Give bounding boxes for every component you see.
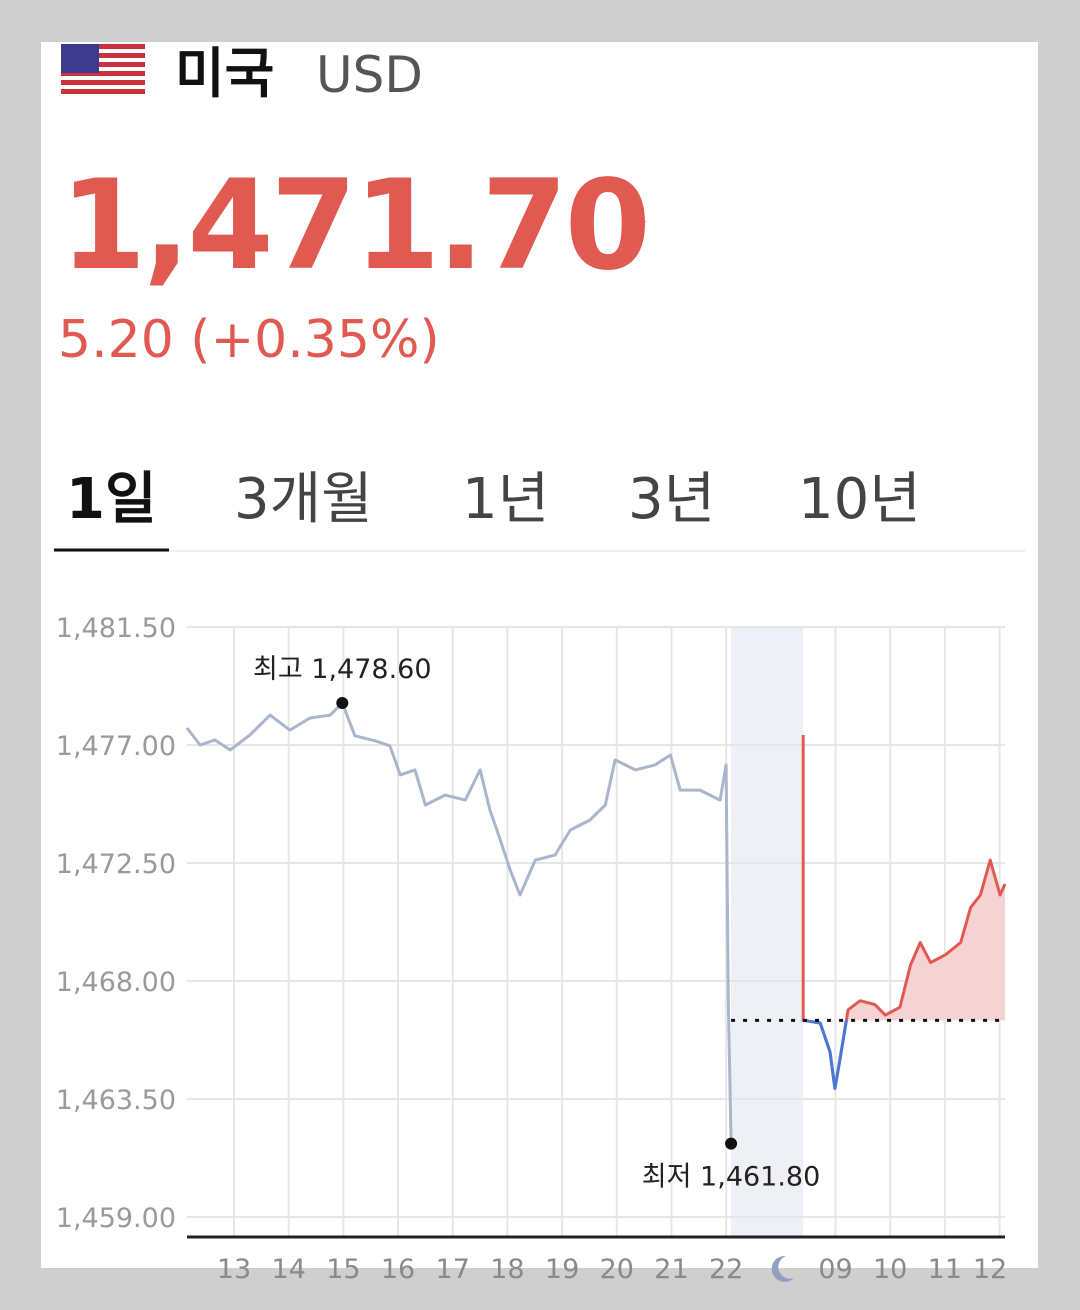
- x-tick-label: 10: [873, 1254, 907, 1285]
- x-tick-label: 15: [326, 1254, 360, 1285]
- tab[interactable]: 3년: [628, 467, 715, 532]
- x-tick-label: 19: [545, 1254, 579, 1285]
- up-arrow: [622, 208, 646, 222]
- y-tick-label: 1,468.00: [56, 967, 176, 998]
- us-flag: [61, 44, 145, 98]
- x-tick-label: 21: [654, 1254, 688, 1285]
- x-tick-label: 09: [818, 1254, 852, 1285]
- annotation-dot: [725, 1137, 738, 1150]
- night-icon: [771, 1255, 794, 1282]
- y-tick-label: 1,459.00: [56, 1203, 176, 1234]
- y-tick-label: 1,477.00: [56, 731, 176, 762]
- line: [185, 701, 733, 1144]
- tab[interactable]: 10년: [798, 467, 921, 532]
- annotation: 최고 1,478.60: [253, 654, 432, 685]
- country: 미국: [175, 42, 274, 105]
- currency: USD: [316, 46, 423, 104]
- annotation-dot: [336, 697, 349, 710]
- closed-band: [731, 627, 804, 1237]
- x-tick-label: 22: [709, 1254, 743, 1285]
- line-below: [801, 1020, 848, 1090]
- x-tick-label: 17: [436, 1254, 470, 1285]
- y-tick-label: 1,472.50: [56, 849, 176, 880]
- x-tick-label: 12: [973, 1254, 1007, 1285]
- price: 1,471.70: [60, 154, 648, 298]
- chart: 1,481.50 1,477.00 1,472.50 1,468.00 1,463.50…: [56, 613, 1007, 1285]
- tabs: 1일 3개월 1년 3년 10년: [66, 467, 921, 532]
- x-tick-label: 20: [600, 1254, 634, 1285]
- annotation: 최저 1,461.80: [642, 1162, 821, 1193]
- x-tick-label: 18: [490, 1254, 524, 1285]
- x-tick-label: 14: [272, 1254, 306, 1285]
- tab[interactable]: 1일: [66, 467, 157, 532]
- x-tick-label: 13: [217, 1254, 251, 1285]
- area: [803, 735, 1005, 1021]
- y-tick-label: 1,463.50: [56, 1085, 176, 1116]
- panel: [41, 42, 1038, 1268]
- tab[interactable]: 1년: [462, 467, 549, 532]
- y-tick-label: 1,481.50: [56, 613, 176, 644]
- change: 5.20 (+0.35%): [58, 310, 440, 370]
- x-tick-label: 16: [381, 1254, 415, 1285]
- x-tick-label: 11: [928, 1254, 962, 1285]
- tab[interactable]: 3개월: [234, 467, 373, 532]
